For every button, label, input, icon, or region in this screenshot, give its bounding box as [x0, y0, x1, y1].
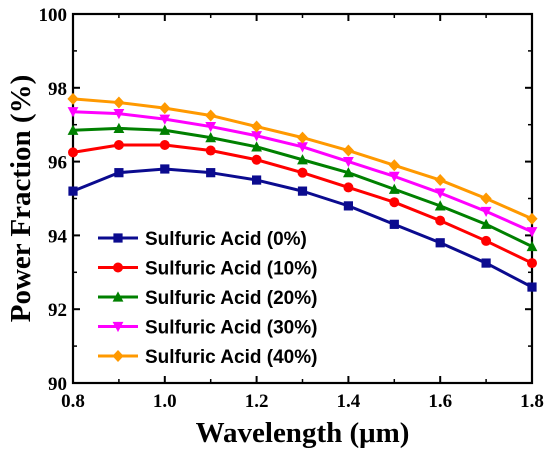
legend-label: Sulfuric Acid (40%) [145, 347, 317, 368]
data-point [434, 174, 446, 187]
legend-label: Sulfuric Acid (10%) [145, 259, 317, 280]
data-point [68, 147, 78, 158]
data-point [343, 201, 353, 211]
legend-label: Sulfuric Acid (30%) [145, 318, 317, 339]
legend-swatch-marker [113, 262, 123, 273]
data-point [389, 219, 399, 229]
data-point [480, 206, 492, 218]
data-point [297, 142, 308, 153]
data-point [205, 145, 216, 156]
data-point [435, 238, 445, 248]
data-point [159, 114, 171, 125]
data-point [205, 109, 217, 122]
data-point [526, 212, 538, 225]
data-point [113, 139, 124, 150]
data-point [113, 109, 125, 120]
series-4 [67, 92, 538, 225]
y-tick-label: 98 [48, 79, 67, 100]
legend-item: Sulfuric Acid (0%) [98, 229, 307, 250]
data-point [481, 258, 491, 268]
data-point [114, 168, 124, 178]
data-point [343, 167, 354, 178]
x-tick-label: 1.4 [337, 391, 361, 412]
data-point [388, 159, 400, 172]
legend: Sulfuric Acid (0%) Sulfuric Acid (10%) Sul… [98, 229, 317, 368]
data-point [251, 120, 263, 133]
legend-item: Sulfuric Acid (20%) [98, 288, 317, 309]
legend-item: Sulfuric Acid (10%) [98, 259, 317, 280]
x-tick-label: 1.2 [245, 391, 269, 412]
data-point [251, 141, 262, 152]
data-point [480, 218, 492, 229]
x-tick-label: 1.8 [520, 391, 544, 412]
data-point [434, 200, 446, 211]
legend-swatch-marker [113, 233, 123, 243]
y-tick-label: 96 [48, 153, 67, 174]
data-point [480, 192, 492, 205]
data-point [160, 164, 170, 174]
data-point [296, 131, 309, 144]
legend-label: Sulfuric Acid (20%) [145, 288, 317, 309]
data-point [388, 171, 400, 182]
tick-labels: 0.8 1.0 1.2 1.4 1.6 1.8 90 92 94 96 98 100 [39, 5, 544, 412]
legend-swatch-marker [112, 350, 124, 362]
series-group [67, 92, 538, 292]
legend-swatch-marker [112, 321, 124, 333]
series-0 [68, 164, 537, 292]
axes [71, 12, 534, 385]
y-axis-title: Power Fraction (%) [5, 75, 37, 323]
data-point [526, 240, 538, 252]
data-point [343, 157, 354, 168]
data-point [481, 235, 492, 246]
data-point [68, 186, 78, 196]
legend-item: Sulfuric Acid (40%) [98, 347, 317, 368]
data-point [206, 168, 216, 178]
data-point [252, 175, 262, 185]
data-point [67, 92, 79, 105]
data-point [113, 122, 125, 133]
data-point [527, 282, 537, 292]
data-point [159, 124, 171, 135]
data-point [343, 182, 354, 193]
data-point [342, 144, 354, 157]
data-point [434, 188, 446, 199]
series-1 [68, 139, 537, 269]
data-point [251, 131, 262, 142]
legend-item: Sulfuric Acid (30%) [98, 318, 317, 339]
data-point [205, 121, 217, 133]
y-tick-label: 100 [39, 5, 68, 26]
data-point [251, 154, 262, 165]
data-point [297, 167, 308, 178]
data-point [113, 96, 125, 109]
x-axis-title: Wavelength (μm) [196, 417, 410, 449]
y-tick-label: 94 [48, 226, 68, 247]
y-tick-label: 92 [48, 300, 67, 321]
data-point [67, 107, 79, 118]
data-point [205, 132, 217, 143]
data-point [297, 154, 308, 165]
data-point [67, 124, 79, 135]
legend-swatch-marker [112, 291, 124, 302]
x-tick-label: 1.6 [428, 391, 452, 412]
data-point [526, 227, 538, 238]
data-point [159, 139, 170, 150]
data-point [527, 258, 537, 269]
data-point [388, 183, 400, 194]
data-point [389, 197, 400, 208]
data-point [435, 215, 446, 226]
x-tick-label: 0.8 [61, 391, 85, 412]
y-tick-label: 90 [48, 374, 67, 395]
x-tick-label: 1.0 [153, 391, 177, 412]
series-3 [67, 107, 538, 238]
series-2 [67, 122, 538, 252]
data-point [159, 102, 171, 115]
legend-label: Sulfuric Acid (0%) [145, 229, 307, 250]
data-point [297, 186, 308, 196]
